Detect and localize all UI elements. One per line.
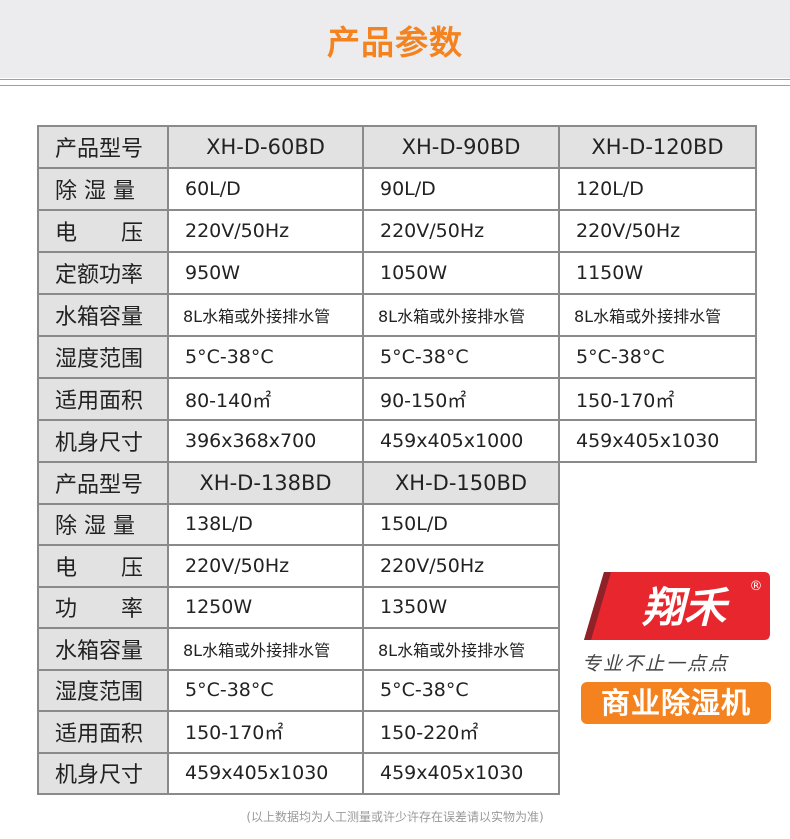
row-label: 除 湿 量 [37,167,169,211]
row-label: 功 率 [37,585,169,629]
spec-table-1: 产品型号 XH-D-60BD XH-D-90BD XH-D-120BD 除 湿 量 60L… [37,125,757,463]
spec-cell: 1050W [362,251,560,295]
spec-cell: 459x405x1000 [362,419,560,463]
row-label: 湿度范围 [37,668,169,712]
table-header-row: 产品型号 XH-D-60BD XH-D-90BD XH-D-120BD [37,125,757,169]
spec-cell: 1250W [167,585,364,629]
spec-cell: 5°C-38°C [558,335,757,379]
row-label: 适用面积 [37,710,169,754]
spec-cell: 220V/50Hz [167,209,364,253]
model-header: XH-D-120BD [558,125,757,169]
spec-cell: 5°C-38°C [362,335,560,379]
spec-cell: 220V/50Hz [362,209,560,253]
spec-cell: 150-220㎡ [362,710,560,754]
footnote: (以上数据均为人工测量或许少许存在误差请以实物为准) [246,810,544,824]
row-label: 产品型号 [37,125,169,169]
table-row: 功 率 1250W 1350W [37,585,560,629]
table-row: 电 压 220V/50Hz 220V/50Hz [37,544,560,588]
divider [0,85,790,86]
spec-cell: 8L水箱或外接排水管 [167,627,364,671]
spec-cell: 60L/D [167,167,364,211]
spec-cell: 5°C-38°C [167,335,364,379]
spec-cell: 459x405x1030 [167,751,364,795]
spec-cell: 150-170㎡ [167,710,364,754]
spec-cell: 396x368x700 [167,419,364,463]
spec-cell: 220V/50Hz [558,209,757,253]
table-row: 湿度范围 5°C-38°C 5°C-38°C 5°C-38°C [37,335,757,379]
spec-table-2: 产品型号 XH-D-138BD XH-D-150BD 除 湿 量 138L/D 150L/… [37,461,560,795]
spec-cell: 150L/D [362,502,560,546]
table-row: 定额功率 950W 1050W 1150W [37,251,757,295]
table-row: 电 压 220V/50Hz 220V/50Hz 220V/50Hz [37,209,757,253]
table-row: 水箱容量 8L水箱或外接排水管 8L水箱或外接排水管 [37,627,560,671]
table-row: 适用面积 80-140㎡ 90-150㎡ 150-170㎡ [37,377,757,421]
spec-cell: 8L水箱或外接排水管 [167,293,364,337]
table-row: 适用面积 150-170㎡ 150-220㎡ [37,710,560,754]
table-row: 机身尺寸 396x368x700 459x405x1000 459x405x1030 [37,419,757,463]
spec-cell: 90L/D [362,167,560,211]
brand-slogan: 专业不止一点点 [582,653,730,675]
row-label: 产品型号 [37,461,169,505]
spec-cell: 220V/50Hz [167,544,364,588]
spec-cell: 459x405x1030 [558,419,757,463]
spec-cell: 1350W [362,585,560,629]
spec-cell: 80-140㎡ [167,377,364,421]
table-header-row: 产品型号 XH-D-138BD XH-D-150BD [37,461,560,505]
model-header: XH-D-150BD [362,461,560,505]
row-label: 电 压 [37,544,169,588]
row-label: 机身尺寸 [37,751,169,795]
brand-logo: 翔禾 ® [584,572,770,640]
table-row: 水箱容量 8L水箱或外接排水管 8L水箱或外接排水管 8L水箱或外接排水管 [37,293,757,337]
table-row: 除 湿 量 60L/D 90L/D 120L/D [37,167,757,211]
model-header: XH-D-138BD [167,461,364,505]
row-label: 电 压 [37,209,169,253]
page-title: 产品参数 [327,23,463,62]
row-label: 定额功率 [37,251,169,295]
spec-cell: 220V/50Hz [362,544,560,588]
spec-cell: 5°C-38°C [362,668,560,712]
spec-cell: 120L/D [558,167,757,211]
header-band [0,0,790,78]
row-label: 水箱容量 [37,293,169,337]
row-label: 水箱容量 [37,627,169,671]
category-badge: 商业除湿机 [581,682,771,724]
svg-text:翔禾: 翔禾 [641,583,730,632]
row-label: 除 湿 量 [37,502,169,546]
table-row: 机身尺寸 459x405x1030 459x405x1030 [37,751,560,795]
spec-cell: 5°C-38°C [167,668,364,712]
spec-cell: 150-170㎡ [558,377,757,421]
spec-cell: 950W [167,251,364,295]
spec-cell: 90-150㎡ [362,377,560,421]
table-row: 湿度范围 5°C-38°C 5°C-38°C [37,668,560,712]
spec-cell: 138L/D [167,502,364,546]
spec-cell: 8L水箱或外接排水管 [558,293,757,337]
model-header: XH-D-60BD [167,125,364,169]
model-header: XH-D-90BD [362,125,560,169]
table-row: 除 湿 量 138L/D 150L/D [37,502,560,546]
row-label: 适用面积 [37,377,169,421]
spec-cell: 8L水箱或外接排水管 [362,293,560,337]
svg-text:®: ® [750,579,763,594]
divider [0,79,790,80]
spec-cell: 459x405x1030 [362,751,560,795]
row-label: 机身尺寸 [37,419,169,463]
spec-cell: 8L水箱或外接排水管 [362,627,560,671]
spec-cell: 1150W [558,251,757,295]
row-label: 湿度范围 [37,335,169,379]
